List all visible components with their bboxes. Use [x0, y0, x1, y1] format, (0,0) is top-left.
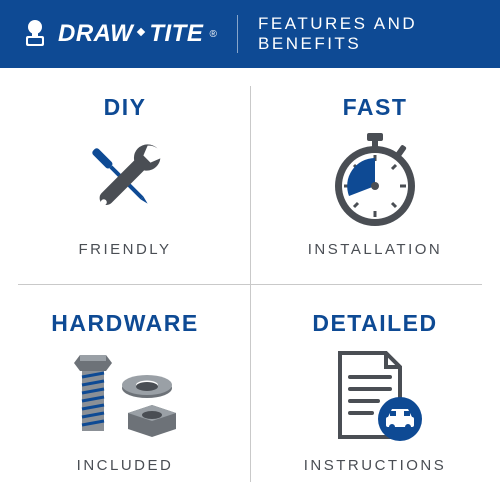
- feature-subtitle: INSTRUCTIONS: [304, 457, 447, 474]
- logo-word-1: DRAW: [58, 20, 133, 48]
- hitch-ball-icon: [18, 17, 52, 51]
- feature-cell-fast: FAST: [250, 68, 500, 284]
- grid-horizontal-divider: [18, 284, 482, 285]
- document-icon: [320, 347, 430, 447]
- header-divider: [237, 15, 238, 53]
- feature-subtitle: INSTALLATION: [308, 241, 442, 258]
- registered-mark: ®: [209, 29, 217, 40]
- brand-wordmark: DRAW TITE ®: [58, 20, 217, 48]
- feature-title: DIY: [104, 94, 147, 121]
- stopwatch-icon: [325, 131, 425, 231]
- feature-title: FAST: [343, 94, 408, 121]
- header-bar: DRAW TITE ® FEATURES AND BENEFITS: [0, 0, 500, 68]
- logo-bullet: [137, 28, 145, 36]
- brand-logo: DRAW TITE ®: [18, 17, 217, 51]
- feature-title: DETAILED: [312, 310, 437, 337]
- feature-title: HARDWARE: [51, 310, 198, 337]
- hardware-icon: [60, 347, 190, 447]
- tools-icon: [70, 131, 180, 231]
- feature-cell-hardware: HARDWARE: [0, 284, 250, 500]
- features-grid: DIY FRIENDLY FAST: [0, 68, 500, 500]
- feature-cell-diy: DIY FRIENDLY: [0, 68, 250, 284]
- header-subtitle: FEATURES AND BENEFITS: [258, 14, 482, 54]
- feature-subtitle: FRIENDLY: [78, 241, 171, 258]
- feature-subtitle: INCLUDED: [77, 457, 174, 474]
- feature-cell-detailed: DETAILED: [250, 284, 500, 500]
- logo-word-2: TITE: [149, 20, 203, 48]
